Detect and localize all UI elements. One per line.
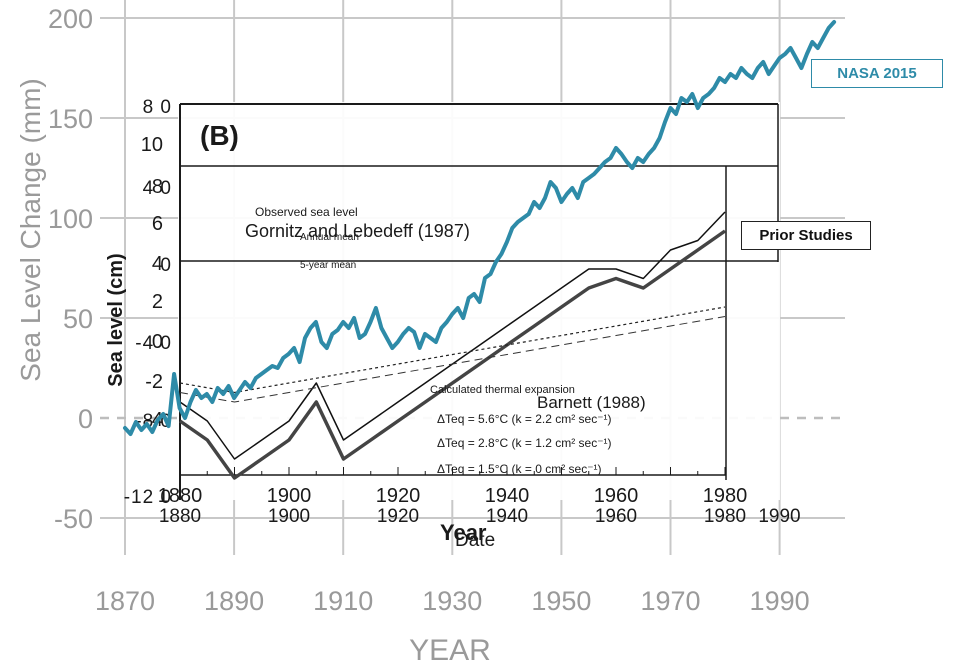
scan-x-tick-label-b-1960: 1960 <box>595 506 637 527</box>
x-tick-label-1910: 1910 <box>313 586 373 616</box>
scan-annotation-7: ΔTeq = 5.6°C (k = 2.2 cm² sec⁻¹) <box>437 412 612 426</box>
nasa-legend-label: NASA 2015 <box>811 59 943 88</box>
x-tick-label-1870: 1870 <box>95 586 155 616</box>
prior-series-line-1 <box>179 229 727 480</box>
x-tick-label-1950: 1950 <box>531 586 591 616</box>
scan-y-outer-0: 8 0 <box>143 97 172 118</box>
prior-studies-series <box>179 211 727 480</box>
scan-x-tick-label-b-1920: 1920 <box>377 506 419 527</box>
x-tick-label-1970: 1970 <box>640 586 700 616</box>
scan-x-axis-title: Year <box>440 520 487 545</box>
scan-x-tick-label-b-1880: 1880 <box>159 506 201 527</box>
scan-y-inner-1: 8 <box>152 176 163 198</box>
scan-x-tick-label-a-1940: 1940 <box>485 485 530 507</box>
panel-label: (B) <box>200 120 239 151</box>
scan-y-inner-6: -2 <box>145 371 163 393</box>
scan-x-tick-label-b-1940: 1940 <box>486 506 528 527</box>
scan-x-tick-label-a-1960: 1960 <box>594 485 639 507</box>
scan-y-axis-title: Sea level (cm) <box>105 253 127 386</box>
scan-y-inner-2: 6 <box>152 213 163 235</box>
scan-annotation-1: Observed sea level <box>255 205 358 219</box>
scan-y-inner-3: 4 <box>152 253 163 275</box>
y-tick-label-0: 0 <box>78 404 93 434</box>
prior-series-line-3 <box>179 306 726 394</box>
x-tick-label-1930: 1930 <box>422 586 482 616</box>
scan-x-tick-label-a-1920: 1920 <box>376 485 421 507</box>
scan-x-tick-label-a-1880: 1880 <box>158 485 203 507</box>
prior-series-line-4 <box>179 316 726 403</box>
y-tick-label-50: 50 <box>63 304 93 334</box>
prior-studies-legend-label: Prior Studies <box>741 221 871 250</box>
scan-annotation-3: 5-year mean <box>300 260 356 271</box>
scan-annotation-2: Annual mean <box>300 232 359 243</box>
scan-y-outer-5: -12 0 <box>124 487 172 508</box>
scan-x-tick-label-a-1980: 1980 <box>703 485 748 507</box>
y-tick-label-200: 200 <box>48 4 93 34</box>
scan-y-inner-0: 10 <box>141 134 163 156</box>
scan-x-axis-title-overlay: Date <box>455 530 495 551</box>
y-tick-label--50: -50 <box>54 504 93 534</box>
y-axis-title: Sea Level Change (mm) <box>15 78 46 381</box>
background-axis-labels: 1870 1890 1910 1930 1950 1970 1990200150100500… <box>15 4 810 663</box>
scan-x-tick-label-b-1980: 1980 <box>704 506 746 527</box>
scan-annotation-8: ΔTeq = 2.8°C (k = 1.2 cm² sec⁻¹) <box>437 436 612 450</box>
scan-x-tick-label-b-1900: 1900 <box>268 506 310 527</box>
scan-y-outer-2: 0 <box>160 255 172 276</box>
scan-annotation-9: ΔTeq = 1.5°C (k = 0 cm² sec⁻¹) <box>437 462 602 476</box>
x-tick-label-1990: 1990 <box>750 586 810 616</box>
y-tick-label-150: 150 <box>48 104 93 134</box>
scan-x-tick-label-b-1990: 1990 <box>758 506 800 527</box>
scan-y-outer-1: 4 0 <box>143 178 172 199</box>
scan-y-outer-3: -4 0 <box>135 333 172 354</box>
nasa-series-layer <box>123 20 837 436</box>
nasa-2015-series-line <box>123 20 837 436</box>
scan-annotation-5: Barnett (1988) <box>537 393 646 412</box>
scan-x-tick-label-a-1900: 1900 <box>267 485 312 507</box>
y-tick-label-100: 100 <box>48 204 93 234</box>
x-tick-label-1890: 1890 <box>204 586 264 616</box>
scan-annotation-4: Gornitz and Lebedeff (1987) <box>245 221 470 241</box>
scan-y-inner-4: 2 <box>152 291 163 313</box>
scan-y-inner-5: 0 <box>152 331 163 353</box>
scan-annotation-6: Calculated thermal expansion <box>430 384 575 396</box>
x-axis-title: YEAR <box>409 634 491 663</box>
